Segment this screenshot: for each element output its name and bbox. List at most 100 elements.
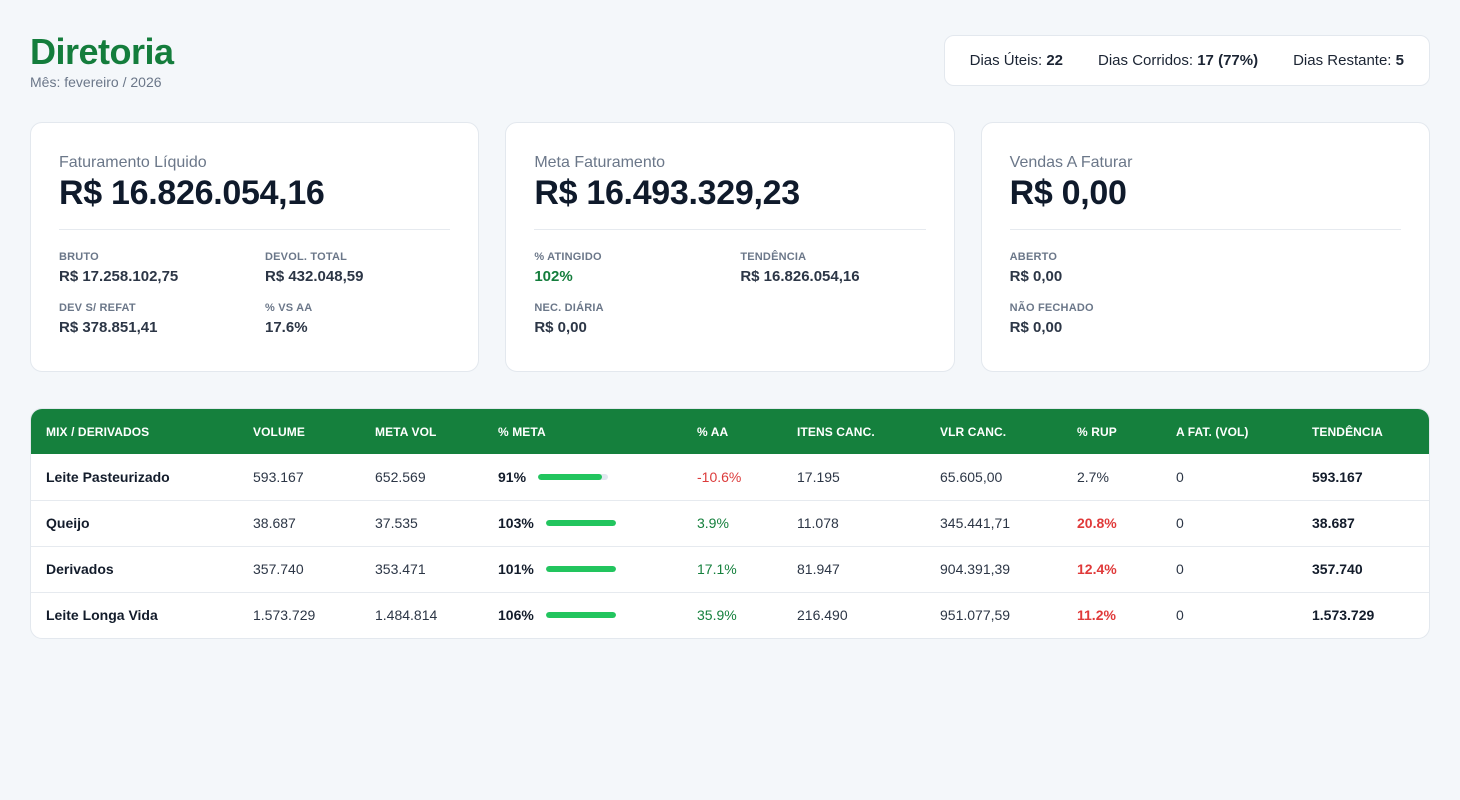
metric-value: R$ 0,00 xyxy=(534,319,587,336)
cell-meta-vol: 353.471 xyxy=(375,561,426,577)
meta-progress-bar xyxy=(545,566,616,572)
card-metrics: ABERTO R$ 0,00 NÃO FECHADO R$ 0,00 xyxy=(1010,251,1401,336)
table-header-row: MIX / DERIVADOS VOLUME META VOL % META %… xyxy=(31,409,1429,454)
cell-name: Leite Pasteurizado xyxy=(46,468,170,485)
days-summary: Dias Úteis: 22 Dias Corridos: 17 (77%) D… xyxy=(943,35,1430,86)
card-meta-faturamento: Meta Faturamento R$ 16.493.329,23 % ATIN… xyxy=(505,122,955,372)
metric-dev-refat: DEV S/ REFAT R$ 378.851,41 xyxy=(59,302,265,336)
column-header[interactable]: % META xyxy=(498,424,546,439)
cell-volume: 38.687 xyxy=(253,515,296,531)
metric-vs-aa: % VS AA 17.6% xyxy=(265,302,450,336)
column-header[interactable]: TENDÊNCIA xyxy=(1312,424,1383,439)
cell-volume: 1.573.729 xyxy=(253,607,316,624)
table-row[interactable]: Derivados 357.740 353.471 101% 17.1% 81.… xyxy=(31,546,1429,592)
days-corridos: Dias Corridos: 17 (77%) xyxy=(1098,52,1259,69)
metric-value: R$ 378.851,41 xyxy=(59,319,158,336)
cell-meta-pct: 103% xyxy=(483,500,682,546)
cell-name: Leite Longa Vida xyxy=(46,607,158,624)
card-value: R$ 16.493.329,23 xyxy=(534,174,800,212)
meta-progress-fill xyxy=(545,612,616,619)
cell-rup: 2.7% xyxy=(1077,468,1109,485)
cell-rup: 11.2% xyxy=(1077,607,1116,624)
cell-itens-canc: 81.947 xyxy=(797,561,840,577)
metric-value: R$ 17.258.102,75 xyxy=(59,268,179,285)
metric-label: % ATINGIDO xyxy=(534,251,602,263)
metric-label: BRUTO xyxy=(59,251,99,263)
cell-a-fat: 0 xyxy=(1176,561,1184,577)
metric-tendencia: TENDÊNCIA R$ 16.826.054,16 xyxy=(740,251,925,285)
meta-progress-bar xyxy=(545,612,616,619)
table-row[interactable]: Queijo 38.687 37.535 103% 3.9% 11.078 34… xyxy=(31,500,1429,546)
card-metrics: BRUTO R$ 17.258.102,75 DEVOL. TOTAL R$ 4… xyxy=(59,251,450,336)
metric-atingido: % ATINGIDO 102% xyxy=(534,251,740,285)
card-label: Vendas A Faturar xyxy=(1009,154,1133,171)
cell-meta-vol: 652.569 xyxy=(375,468,426,485)
cell-aa: 35.9% xyxy=(697,607,737,624)
cell-a-fat: 0 xyxy=(1176,515,1184,531)
card-faturamento-liquido: Faturamento Líquido R$ 16.826.054,16 BRU… xyxy=(30,122,480,372)
card-divider xyxy=(1009,229,1401,230)
meta-progress-fill xyxy=(538,473,602,480)
column-header[interactable]: A FAT. (VOL) xyxy=(1176,424,1249,439)
cell-tendencia: 38.687 xyxy=(1312,515,1355,531)
cell-vlr-canc: 951.077,59 xyxy=(940,607,1011,624)
metric-value: R$ 432.048,59 xyxy=(265,268,364,285)
column-header[interactable]: VLR CANC. xyxy=(940,424,1007,439)
card-divider xyxy=(59,229,451,230)
cell-meta-pct: 106% xyxy=(483,592,682,638)
cell-vlr-canc: 65.605,00 xyxy=(940,468,1003,485)
metric-label: DEV S/ REFAT xyxy=(59,302,136,314)
cell-volume: 357.740 xyxy=(253,561,304,577)
cell-meta-pct: 91% xyxy=(483,454,682,500)
card-divider xyxy=(534,229,926,230)
metric-label: NEC. DIÁRIA xyxy=(534,302,604,314)
metric-aberto: ABERTO R$ 0,00 xyxy=(1010,251,1216,285)
card-vendas-a-faturar: Vendas A Faturar R$ 0,00 ABERTO R$ 0,00 … xyxy=(980,122,1430,372)
meta-pct-value: 103% xyxy=(498,515,534,531)
metric-nec-diaria: NEC. DIÁRIA R$ 0,00 xyxy=(534,302,740,336)
metric-value: R$ 0,00 xyxy=(1009,319,1063,336)
column-header[interactable]: VOLUME xyxy=(253,424,305,439)
cell-aa: -10.6% xyxy=(697,468,742,485)
cell-meta-vol: 37.535 xyxy=(375,515,418,531)
column-header[interactable]: % RUP xyxy=(1077,424,1117,439)
meta-progress-bar xyxy=(545,520,616,526)
metric-value: R$ 16.826.054,16 xyxy=(740,268,860,285)
cell-itens-canc: 17.195 xyxy=(797,468,840,485)
meta-pct-value: 106% xyxy=(498,607,534,624)
kpi-cards: Faturamento Líquido R$ 16.826.054,16 BRU… xyxy=(30,122,1430,372)
metric-devol-total: DEVOL. TOTAL R$ 432.048,59 xyxy=(265,251,450,285)
cell-vlr-canc: 345.441,71 xyxy=(940,515,1011,531)
metric-label: NÃO FECHADO xyxy=(1009,302,1094,314)
metric-label: TENDÊNCIA xyxy=(740,251,807,263)
meta-progress-fill xyxy=(545,566,616,572)
metric-value: 102% xyxy=(534,268,573,285)
cell-tendencia: 357.740 xyxy=(1312,561,1363,577)
meta-progress-bar xyxy=(538,473,609,480)
card-metrics: % ATINGIDO 102% TENDÊNCIA R$ 16.826.054,… xyxy=(534,251,925,336)
column-header[interactable]: META VOL xyxy=(375,424,437,439)
cell-meta-pct: 101% xyxy=(483,546,682,592)
metric-value: 17.6% xyxy=(265,319,308,336)
column-header[interactable]: ITENS CANC. xyxy=(797,424,875,439)
page-subtitle: Mês: fevereiro / 2026 xyxy=(30,74,162,90)
metric-label: % VS AA xyxy=(265,302,313,314)
cell-name: Queijo xyxy=(46,515,90,531)
column-header[interactable]: % AA xyxy=(697,424,729,439)
column-header[interactable]: MIX / DERIVADOS xyxy=(46,424,150,439)
cell-aa: 3.9% xyxy=(697,515,729,531)
cell-rup: 12.4% xyxy=(1077,561,1117,577)
card-label: Meta Faturamento xyxy=(534,154,666,171)
cell-volume: 593.167 xyxy=(253,468,304,485)
mix-table-container: MIX / DERIVADOS VOLUME META VOL % META %… xyxy=(30,408,1430,639)
page-title: Diretoria xyxy=(30,31,174,72)
card-label: Faturamento Líquido xyxy=(59,154,207,171)
cell-a-fat: 0 xyxy=(1176,468,1184,485)
table-row[interactable]: Leite Pasteurizado 593.167 652.569 91% -… xyxy=(31,454,1429,500)
table-row[interactable]: Leite Longa Vida 1.573.729 1.484.814 106… xyxy=(31,592,1429,638)
cell-vlr-canc: 904.391,39 xyxy=(940,561,1011,577)
meta-pct-value: 91% xyxy=(498,468,527,485)
card-value: R$ 16.826.054,16 xyxy=(59,174,325,212)
cell-tendencia: 1.573.729 xyxy=(1312,607,1375,624)
